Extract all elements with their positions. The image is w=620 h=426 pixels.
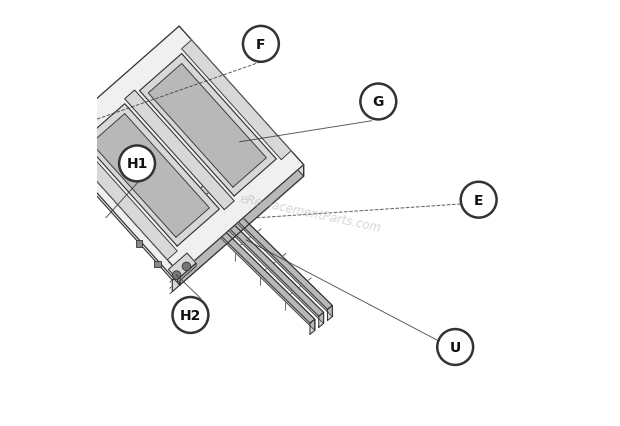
Circle shape [182, 262, 191, 271]
Circle shape [360, 84, 396, 120]
Polygon shape [182, 41, 291, 160]
Text: F: F [256, 38, 265, 52]
Polygon shape [125, 91, 234, 210]
Circle shape [172, 297, 208, 333]
Circle shape [172, 271, 181, 280]
Text: H2: H2 [180, 308, 201, 322]
Circle shape [461, 182, 497, 218]
Polygon shape [190, 197, 315, 331]
Polygon shape [48, 135, 55, 154]
Polygon shape [193, 190, 324, 317]
Polygon shape [179, 27, 304, 177]
Polygon shape [55, 27, 304, 274]
Polygon shape [319, 313, 324, 328]
Text: E: E [474, 193, 484, 207]
Polygon shape [148, 64, 267, 188]
Polygon shape [180, 165, 304, 285]
Text: U: U [450, 340, 461, 354]
Polygon shape [82, 104, 219, 247]
Polygon shape [172, 274, 180, 292]
Polygon shape [185, 180, 211, 212]
Polygon shape [140, 55, 277, 196]
Polygon shape [91, 114, 210, 238]
Text: eReplacementParts.com: eReplacementParts.com [238, 192, 382, 234]
Polygon shape [198, 190, 324, 324]
Circle shape [243, 27, 279, 63]
Polygon shape [202, 183, 332, 310]
Polygon shape [169, 253, 196, 280]
Polygon shape [68, 141, 177, 260]
Bar [136, 241, 142, 247]
Polygon shape [310, 320, 315, 334]
Polygon shape [55, 135, 180, 285]
Circle shape [119, 146, 155, 182]
Text: G: G [373, 95, 384, 109]
Polygon shape [177, 264, 196, 283]
Polygon shape [48, 135, 180, 280]
Circle shape [437, 329, 473, 365]
Polygon shape [185, 197, 315, 323]
Polygon shape [327, 306, 332, 321]
Polygon shape [207, 183, 332, 317]
Bar [154, 261, 161, 268]
Text: H1: H1 [126, 157, 148, 171]
